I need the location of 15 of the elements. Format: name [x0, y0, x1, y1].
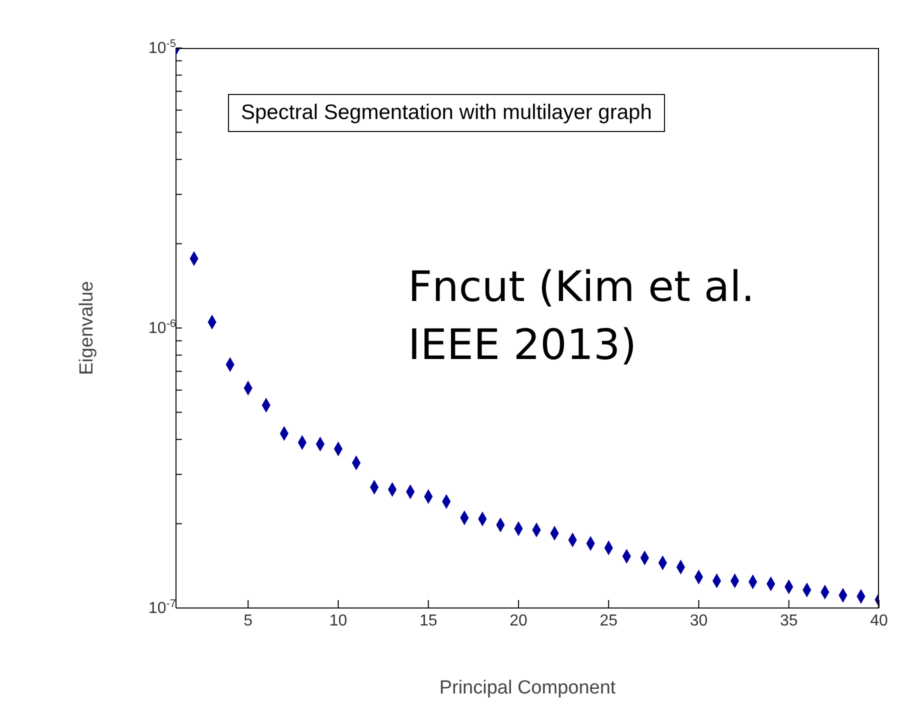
y-tick-label: 10$^{-5}$	[148, 38, 176, 57]
x-axis-title: Principal Component	[439, 677, 616, 698]
annotation: Fncut (Kim et al. IEEE 2013)	[408, 261, 756, 371]
y-axis-title: Eigenvalue	[76, 280, 98, 376]
x-tick-label: 20	[510, 612, 528, 630]
y-tick-label: 10$^{-7}$	[148, 598, 176, 617]
y-tick-label: 10$^{-6}$	[148, 318, 176, 337]
x-tick-label: 15	[419, 612, 438, 630]
text: Spectral Segmentation with multilayer graph	[228, 94, 665, 132]
x-tick-label: 40	[870, 612, 888, 630]
x-tick-label: 10	[329, 612, 348, 630]
x-tick-label: 25	[600, 612, 618, 630]
x-tick-label: 5	[244, 612, 253, 630]
x-tick-label: 30	[690, 612, 708, 630]
x-tick-label: 35	[780, 612, 798, 630]
